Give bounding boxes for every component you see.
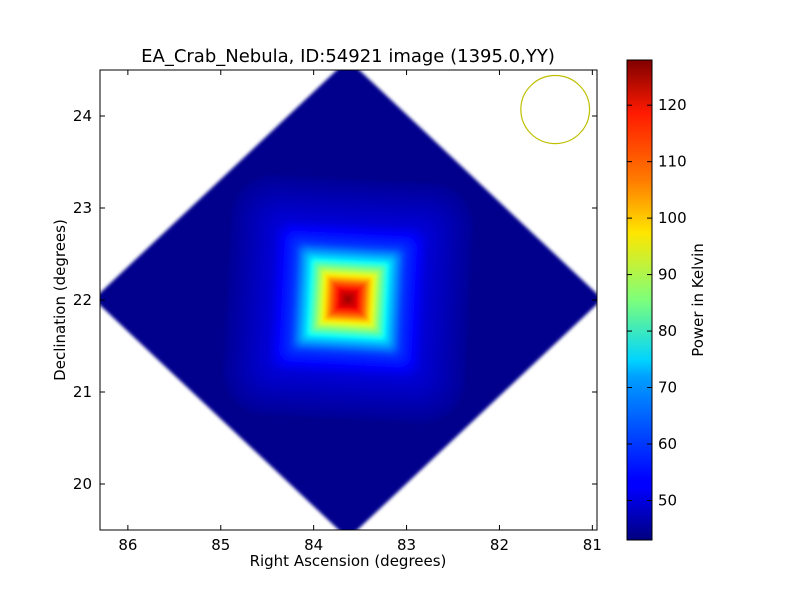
x-tick-label: 83: [397, 536, 416, 554]
colorbar-tick-label: 100: [658, 209, 687, 227]
colorbar-ticks: 50 60 70 80 90 100 110 120: [627, 96, 687, 509]
y-tick-label: 21: [73, 383, 92, 401]
colorbar-tick-label: 70: [658, 379, 677, 397]
chart-title: EA_Crab_Nebula, ID:54921 image (1395.0,Y…: [141, 46, 555, 67]
y-tick-label: 23: [73, 199, 92, 217]
colorbar-tick-label: 60: [658, 435, 677, 453]
x-tick-label: 82: [490, 536, 509, 554]
y-tick-label: 20: [73, 475, 92, 493]
colorbar-tick-label: 120: [658, 96, 687, 114]
x-tick-label: 84: [304, 536, 323, 554]
y-axis: 20 21 22 23 24: [73, 107, 597, 493]
x-tick-label: 81: [583, 536, 602, 554]
beam-circle: [520, 74, 591, 145]
y-axis-label: Declination (degrees): [51, 219, 69, 381]
colorbar-tick-label: 50: [658, 491, 677, 509]
x-axis: 86 85 84 83 82 81: [118, 70, 602, 554]
colorbar-gradient: [626, 59, 653, 541]
colorbar: 50 60 70 80 90 100 110 120 Power in Kelvin: [626, 59, 707, 541]
x-tick-label: 85: [211, 536, 230, 554]
colorbar-label: Power in Kelvin: [689, 243, 707, 357]
x-tick-label: 86: [118, 536, 137, 554]
source-contour: [344, 295, 352, 303]
source-emission: [223, 175, 473, 423]
x-axis-label: Right Ascension (degrees): [250, 552, 447, 570]
y-tick-label: 22: [73, 291, 92, 309]
plot-area: [100, 70, 597, 530]
colorbar-tick-label: 80: [658, 322, 677, 340]
colorbar-tick-label: 90: [658, 266, 677, 284]
colorbar-tick-label: 110: [658, 153, 687, 171]
y-tick-label: 24: [73, 107, 92, 125]
